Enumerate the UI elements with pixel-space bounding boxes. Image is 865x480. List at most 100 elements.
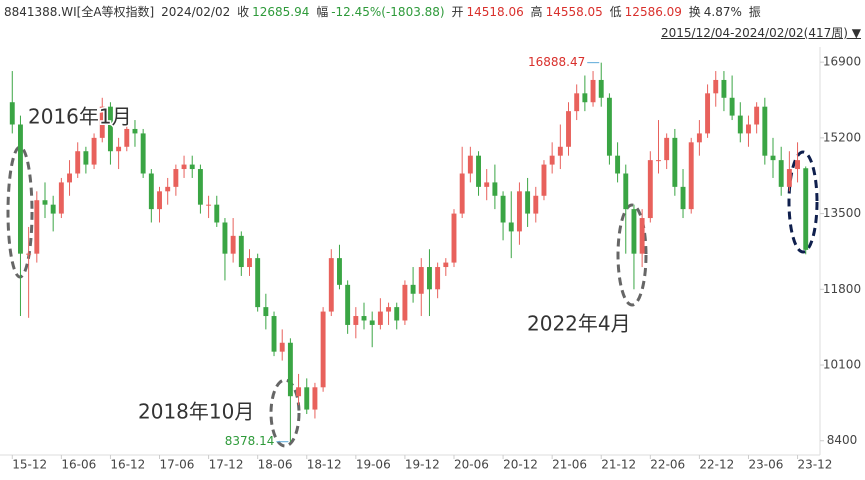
candle-body	[443, 262, 449, 268]
y-tick-label: 10100	[823, 358, 861, 372]
label: 开	[451, 5, 464, 19]
candle-body	[426, 267, 432, 290]
candle-body	[566, 111, 571, 147]
value: -12.45%(-1803.88)	[331, 5, 445, 19]
candle-body	[222, 222, 228, 254]
candle-body	[516, 191, 522, 232]
x-tick-label: 19-12	[405, 458, 440, 472]
x-tick-label: 17-06	[160, 458, 195, 472]
candle-body	[83, 151, 89, 165]
value: 12685.94	[252, 5, 310, 19]
annotation: 2022年4月	[527, 312, 631, 336]
candle-body	[672, 137, 678, 187]
candle-body	[696, 133, 702, 143]
candle-body	[238, 235, 244, 268]
date: 2024/02/02	[161, 5, 231, 19]
candle-body	[508, 222, 514, 232]
candle-body	[795, 160, 801, 170]
candle-body	[173, 169, 179, 187]
date-range[interactable]: 2015/12/04-2024/02/02(417周) ▼	[661, 26, 861, 40]
candle-body	[533, 195, 539, 214]
candle-body	[737, 115, 743, 134]
label: 振	[748, 5, 761, 19]
x-tick-label: 15-12	[12, 458, 47, 472]
candle-body	[598, 79, 604, 98]
candle-body	[124, 128, 130, 147]
candle-body	[770, 155, 776, 161]
label: 高	[530, 5, 543, 19]
candle-body	[386, 307, 392, 312]
candle-body	[140, 133, 146, 174]
x-tick-label: 20-06	[454, 458, 489, 472]
candle-body	[271, 316, 277, 352]
label: 换	[688, 5, 701, 19]
y-tick-label: 11800	[823, 282, 861, 296]
candle-body	[590, 79, 596, 103]
candle-body	[255, 258, 261, 308]
header: 8841388.WI[全A等权指数] 2024/02/02 收 12685.94 …	[4, 3, 764, 20]
candle-body	[721, 79, 727, 98]
candle-body	[157, 191, 162, 210]
candle-body	[786, 169, 792, 187]
candle-body	[631, 209, 637, 254]
candle-body	[337, 258, 342, 285]
candle-body	[107, 106, 113, 152]
candle-body	[435, 267, 441, 290]
candle-body	[296, 387, 302, 397]
candle-body	[17, 124, 23, 254]
candle-body	[418, 267, 424, 294]
label: 低	[609, 5, 622, 19]
y-tick-label: 15200	[823, 130, 861, 144]
candle-body	[574, 93, 580, 112]
candle-body	[197, 169, 203, 205]
candle-body	[762, 106, 768, 156]
candle-body	[729, 97, 735, 116]
candle-body	[459, 173, 465, 214]
candle-body	[230, 235, 236, 254]
candle-body	[754, 106, 760, 125]
label: 幅	[316, 5, 329, 19]
candle-body	[377, 311, 383, 325]
candle-body	[214, 204, 220, 223]
x-tick-label: 18-12	[307, 458, 342, 472]
highlight	[269, 378, 301, 448]
candle-body	[410, 284, 416, 294]
candle-body	[451, 213, 457, 263]
candle-body	[484, 182, 490, 187]
candle-body	[312, 387, 318, 410]
candle-body	[34, 200, 40, 254]
candle-body	[181, 164, 187, 170]
annotation: 2018年10月	[138, 400, 254, 424]
candle-body	[26, 253, 32, 255]
x-tick-label: 23-06	[748, 458, 783, 472]
label: 收	[237, 5, 250, 19]
candle-body	[680, 186, 686, 210]
candle-body	[476, 155, 481, 187]
candle-body	[345, 284, 351, 325]
candle-body	[148, 173, 154, 210]
candle-body	[58, 182, 64, 214]
candle-body	[746, 124, 751, 134]
y-tick-label: 13500	[823, 206, 861, 220]
candle-body	[664, 137, 670, 161]
candle-body	[394, 307, 400, 321]
candle-body	[541, 164, 547, 196]
candle-body	[500, 195, 506, 223]
candle-body	[206, 204, 212, 206]
x-tick-label: 22-12	[699, 458, 734, 472]
candle-body	[688, 142, 694, 210]
candle-body	[492, 182, 498, 196]
candle-body	[525, 191, 531, 214]
candle-body	[705, 93, 711, 134]
candle-body	[615, 155, 621, 174]
candle-body	[778, 160, 784, 187]
candle-body	[279, 342, 285, 352]
value: 4.87%	[703, 5, 742, 19]
candle-body	[9, 102, 15, 125]
candle-body	[247, 258, 252, 268]
x-tick-label: 16-06	[61, 458, 96, 472]
candle-body	[67, 173, 72, 183]
range: 2015/12/04-2024/02/02(417周)	[661, 26, 848, 40]
